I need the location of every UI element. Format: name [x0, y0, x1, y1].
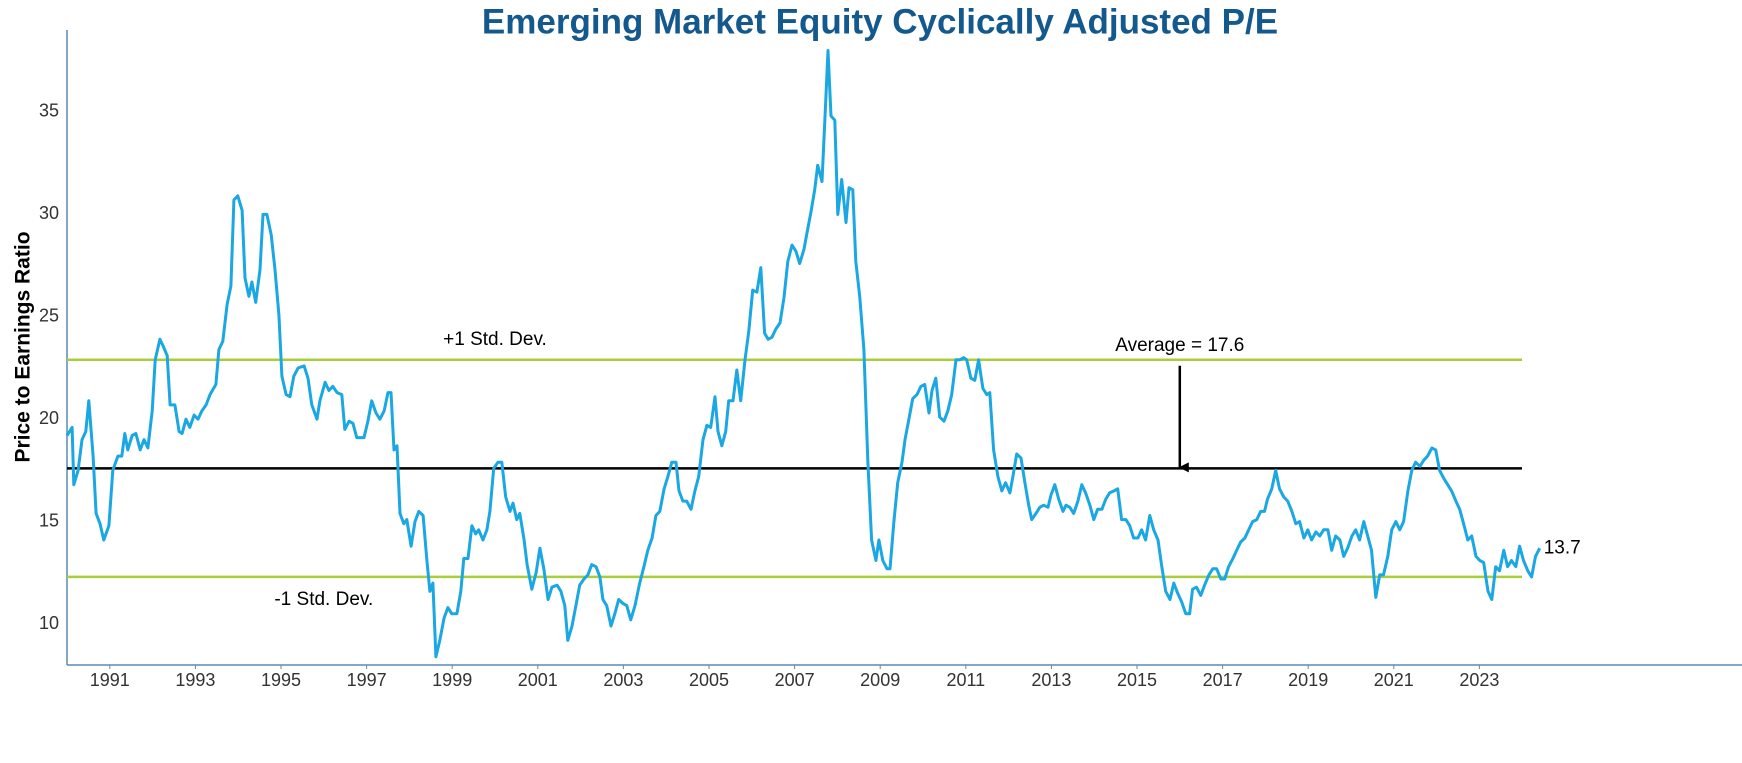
x-tick-label: 2011 — [946, 670, 985, 690]
y-tick-label: 15 — [39, 510, 59, 530]
x-tick-label: 2009 — [860, 670, 900, 690]
y-tick-label: 35 — [39, 101, 59, 121]
data-line — [65, 49, 1542, 659]
x-tick-label: 1999 — [432, 670, 472, 690]
x-tick-label: 2015 — [1117, 670, 1157, 690]
x-tick-label: 2001 — [518, 670, 558, 690]
x-tick-label: 2017 — [1203, 670, 1243, 690]
chart-title: Emerging Market Equity Cyclically Adjust… — [482, 2, 1278, 41]
last-value-label: 13.7 — [1544, 537, 1581, 558]
x-tick-label: 2003 — [603, 670, 643, 690]
reference-label: +1 Std. Dev. — [443, 329, 547, 350]
reference-label: -1 Std. Dev. — [274, 589, 373, 610]
x-tick-label: 1993 — [175, 670, 215, 690]
y-tick-label: 10 — [39, 613, 59, 633]
y-tick-label: 20 — [39, 408, 59, 428]
reference-label: Average = 17.6 — [1115, 335, 1244, 356]
x-tick-label: 2007 — [775, 670, 815, 690]
x-tick-label: 1991 — [90, 670, 130, 690]
x-tick-label: 2005 — [689, 670, 729, 690]
x-tick-label: 1995 — [261, 670, 301, 690]
x-tick-label: 2023 — [1459, 670, 1499, 690]
y-axis-label: Price to Earnings Ratio — [12, 231, 35, 462]
x-tick-label: 2019 — [1288, 670, 1328, 690]
x-tick-label: 1997 — [347, 670, 387, 690]
y-tick-label: 30 — [39, 203, 59, 223]
x-tick-label: 2013 — [1031, 670, 1071, 690]
x-tick-label: 2021 — [1374, 670, 1414, 690]
y-tick-label: 25 — [39, 306, 59, 326]
